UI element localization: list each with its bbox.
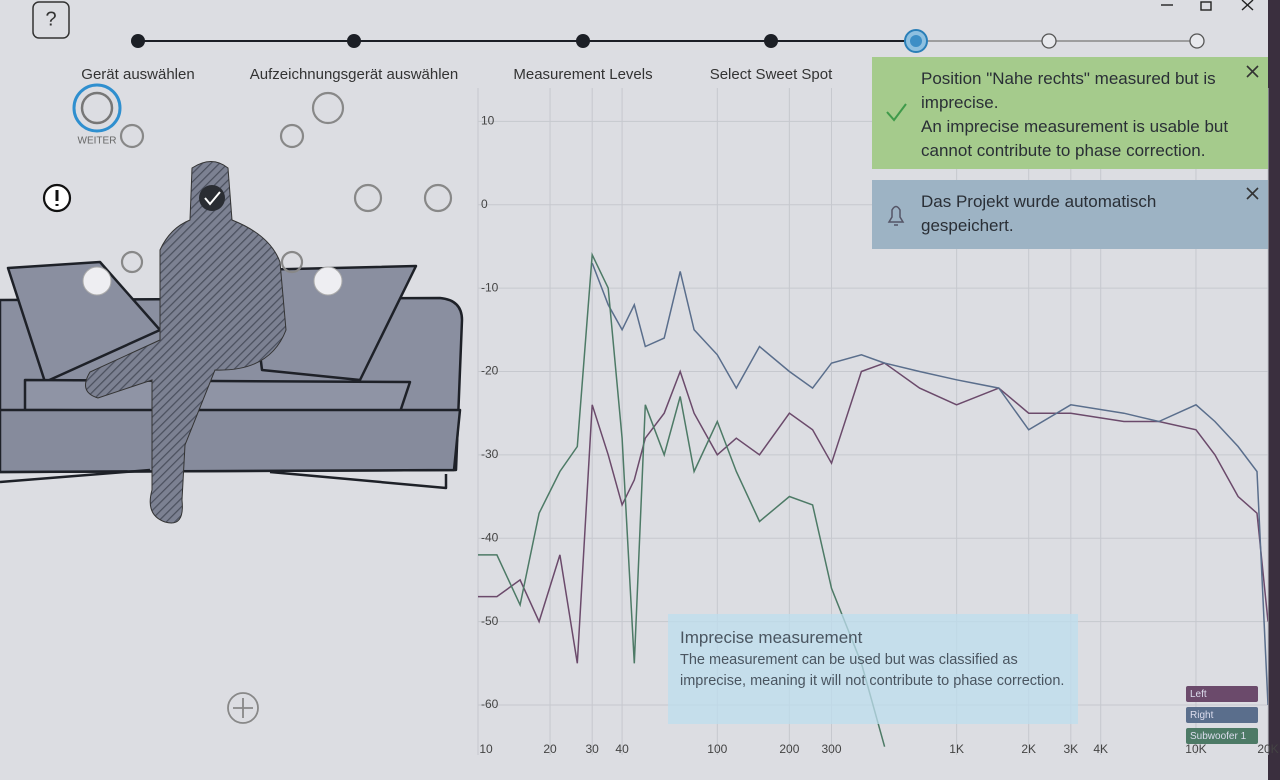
window-controls[interactable] [1161, 0, 1254, 11]
legend-swatch [1186, 707, 1258, 723]
step-dot [576, 34, 590, 48]
y-tick-label: 10 [481, 114, 495, 128]
y-tick-label: -40 [481, 530, 499, 544]
sofa [0, 260, 464, 490]
x-tick-label: 10K [1185, 742, 1206, 756]
x-tick-label: 3K [1063, 742, 1078, 756]
lines [478, 251, 1268, 747]
step-label: Aufzeichnungsgerät auswählen [250, 66, 458, 83]
y-tick-label: 0 [481, 197, 488, 211]
step-dot [1189, 33, 1205, 49]
x-tick-label: 40 [615, 742, 629, 756]
add-button[interactable] [227, 692, 259, 724]
position-filled [313, 266, 343, 296]
legend-label: Subwoofer 1 [1190, 731, 1247, 742]
next-label: WEITER [78, 136, 117, 147]
position [80, 91, 114, 125]
position [311, 91, 345, 125]
step-label: Gerät auswählen [81, 66, 194, 83]
tooltip-body: The measurement can be used but was clas… [680, 652, 1065, 689]
wizard: Gerät auswählen Aufzeichnungsgerät auswäh… [81, 29, 1205, 83]
y-tick-label: -50 [481, 614, 499, 628]
position-done [199, 185, 225, 211]
step-dot [1041, 33, 1057, 49]
series-line [478, 251, 886, 747]
positions [42, 83, 453, 296]
x-tick-label: 20 [543, 742, 557, 756]
legend-swatch [1186, 686, 1258, 702]
position-selected [72, 83, 122, 133]
x-tick-label: 200 [779, 742, 799, 756]
step-dot [131, 34, 145, 48]
position [120, 250, 144, 274]
step-dot-inner [910, 35, 922, 47]
position [119, 123, 145, 149]
help-button[interactable] [32, 1, 70, 39]
series-line [591, 262, 1268, 706]
toast-line: Das Projekt wurde automatisch gespeicher… [921, 192, 1157, 235]
x-tick-label: 4K [1093, 742, 1108, 756]
window-edge [1268, 0, 1280, 780]
legend-label: Left [1190, 689, 1207, 700]
x-tick-label: 100 [707, 742, 727, 756]
x-tick-label: 1K [949, 742, 964, 756]
position [279, 123, 305, 149]
y-tick-label: -10 [481, 280, 499, 294]
x-tick-label: 2K [1021, 742, 1036, 756]
toast-line: An imprecise measurement is usable but c… [921, 117, 1229, 160]
series-line [478, 362, 1268, 664]
legend-swatch [1186, 728, 1258, 744]
step-dot [347, 34, 361, 48]
tooltip: Imprecise measurement The measurement can… [668, 614, 1078, 724]
toast-line: Position "Nahe rechts" measured but is i… [921, 69, 1216, 112]
position-filled [82, 266, 112, 296]
x-tick-label: 30 [586, 742, 600, 756]
toast-info: Das Projekt wurde automatisch gespeicher… [872, 180, 1268, 249]
step-label: Measurement Levels [513, 66, 652, 83]
help-icon[interactable]: ? [45, 8, 56, 30]
y-tick-label: -20 [481, 364, 499, 378]
legend-label: Right [1190, 710, 1214, 721]
position [353, 183, 383, 213]
position [280, 250, 304, 274]
step-dot [764, 34, 778, 48]
y-tick-label: -60 [481, 697, 499, 711]
x-tick-label: 10 [479, 742, 493, 756]
x-tick-label: 20K [1257, 742, 1278, 756]
y-tick-label: -30 [481, 447, 499, 461]
position [423, 183, 453, 213]
tooltip-title: Imprecise measurement [680, 628, 863, 647]
listener-silhouette [85, 161, 287, 524]
toast-success: Position "Nahe rechts" measured but is i… [872, 57, 1268, 169]
x-tick-label: 300 [821, 742, 841, 756]
step-label: Select Sweet Spot [710, 66, 833, 83]
check-glyph [204, 191, 221, 206]
